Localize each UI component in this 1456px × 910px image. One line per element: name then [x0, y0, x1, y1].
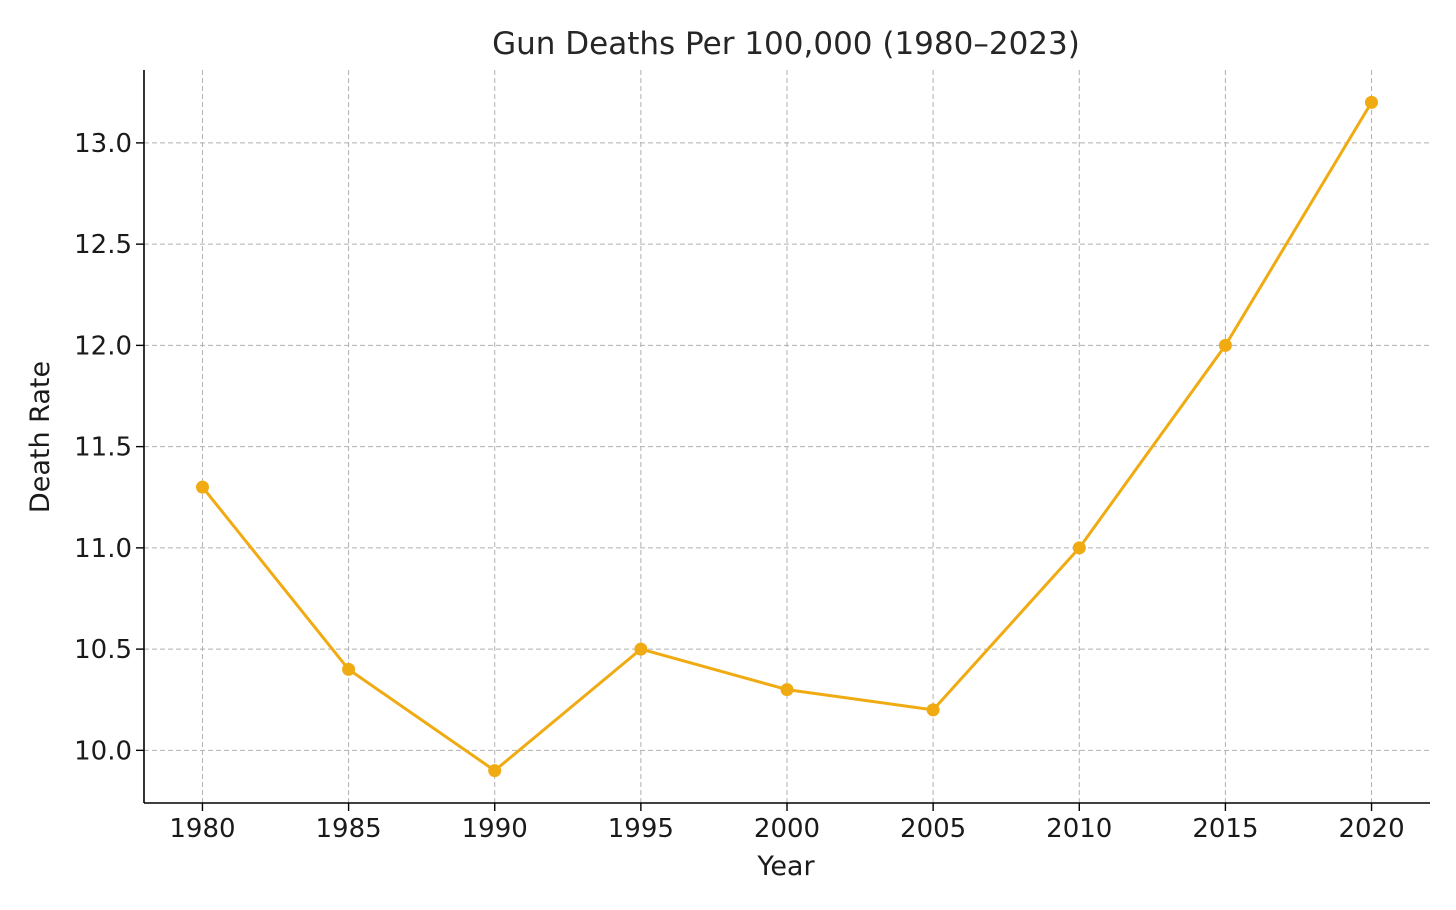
data-point	[926, 703, 940, 717]
y-tick-label: 10.5	[74, 635, 132, 665]
tick-labels: 1980 1985 1990 1995 2000 2005 2010 2015 2020 10.0…	[74, 129, 1405, 844]
data-point	[488, 764, 502, 778]
y-tick-label: 10.0	[74, 736, 132, 766]
data-point	[780, 683, 794, 697]
data-point	[634, 642, 648, 656]
x-tick-label: 2015	[1192, 814, 1258, 844]
y-tick-label: 12.0	[74, 331, 132, 361]
axes	[136, 70, 1430, 811]
chart-title: Gun Deaths Per 100,000 (1980–2023)	[492, 26, 1080, 62]
x-tick-label: 2000	[754, 814, 820, 844]
y-axis-label: Death Rate	[25, 361, 56, 513]
x-axis-label: Year	[756, 851, 815, 882]
y-tick-label: 11.0	[74, 534, 132, 564]
grid-lines	[144, 70, 1430, 803]
data-point	[342, 662, 356, 676]
data-point	[196, 480, 209, 494]
x-tick-label: 1995	[608, 814, 674, 844]
y-tick-label: 13.0	[74, 129, 132, 159]
x-tick-label: 1990	[462, 814, 528, 844]
data-point	[1218, 338, 1232, 352]
series-layer	[196, 95, 1378, 778]
x-tick-label: 1985	[316, 814, 382, 844]
x-tick-label: 2010	[1046, 814, 1112, 844]
x-tick-label: 1980	[169, 814, 235, 844]
data-point	[1365, 95, 1378, 109]
x-tick-label: 2005	[900, 814, 966, 844]
y-tick-label: 12.5	[74, 230, 132, 260]
x-tick-label: 2020	[1338, 814, 1404, 844]
y-tick-label: 11.5	[74, 433, 132, 463]
data-point	[1072, 541, 1086, 555]
